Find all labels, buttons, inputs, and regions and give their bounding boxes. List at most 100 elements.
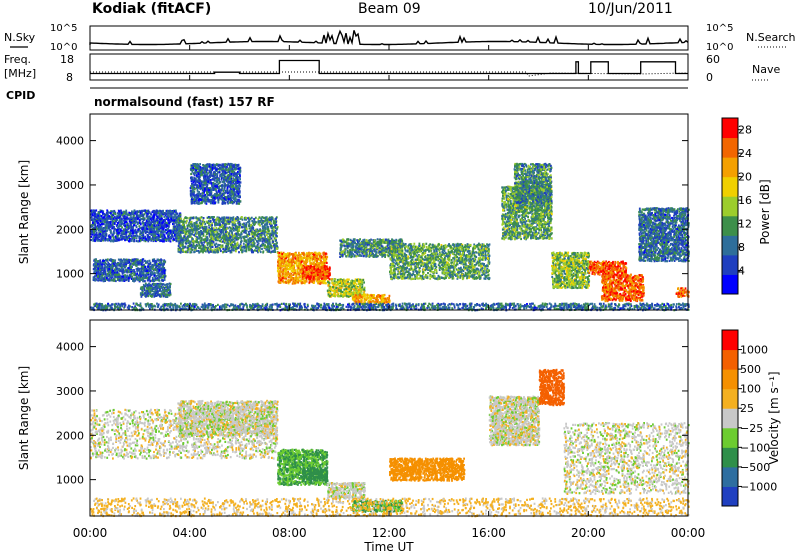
range-gate-cell <box>102 277 105 280</box>
range-gate-cell <box>128 258 130 262</box>
range-gate-cell <box>161 222 164 225</box>
range-gate-cell <box>142 270 145 274</box>
range-gate-cell <box>229 218 232 221</box>
range-gate-cell <box>120 276 123 279</box>
range-gate-cell <box>251 239 254 242</box>
range-gate-cell <box>225 228 227 232</box>
range-gate-cell <box>153 295 156 298</box>
range-gate-cell <box>237 222 239 225</box>
range-gate-cell <box>215 190 218 193</box>
range-gate-cell <box>146 237 149 240</box>
cpid-label: CPID <box>6 89 35 102</box>
range-gate-cell <box>141 237 143 240</box>
range-gate-cell <box>156 269 159 272</box>
range-gate-cell <box>244 240 247 243</box>
range-gate-cell <box>202 244 205 247</box>
range-gate-cell <box>211 227 213 230</box>
range-gate-cell <box>118 239 120 242</box>
range-gate-cell <box>208 222 210 225</box>
range-gate-cell <box>146 290 149 293</box>
range-gate-cell <box>135 267 138 270</box>
range-gate-cell <box>191 230 194 233</box>
range-gate-cell <box>91 233 94 236</box>
range-gate-cell <box>136 210 139 213</box>
range-gate-cell <box>93 236 95 239</box>
range-gate-cell <box>189 232 191 235</box>
range-gate-cell <box>117 267 120 270</box>
range-gate-cell <box>230 216 232 220</box>
range-gate-cell <box>160 290 163 293</box>
range-gate-cell <box>100 239 102 242</box>
range-gate-cell <box>175 212 178 215</box>
range-gate-cell <box>136 212 139 215</box>
range-gate-cell <box>98 261 100 264</box>
range-gate-cell <box>233 237 236 240</box>
range-gate-cell <box>242 229 245 232</box>
range-gate-cell <box>168 282 171 285</box>
range-gate-cell <box>161 224 164 227</box>
range-gate-cell <box>257 218 260 221</box>
range-gate-cell <box>160 216 163 219</box>
range-gate-cell <box>196 244 199 247</box>
range-gate-cell <box>213 230 216 233</box>
range-gate-cell <box>257 232 260 235</box>
range-gate-cell <box>169 213 171 216</box>
range-gate-cell <box>238 229 240 232</box>
range-gate-cell <box>209 223 212 226</box>
range-gate-cell <box>159 223 162 226</box>
range-gate-cell <box>221 244 224 247</box>
range-gate-cell <box>172 239 174 242</box>
range-gate-cell <box>151 227 153 231</box>
range-gate-cell <box>155 239 158 242</box>
range-gate-cell <box>202 248 205 251</box>
range-gate-cell <box>172 216 174 219</box>
range-gate-cell <box>194 229 197 232</box>
range-gate-cell <box>231 238 233 241</box>
range-gate-cell <box>211 245 214 249</box>
range-gate-cell <box>180 229 182 233</box>
range-gate-cell <box>183 235 186 238</box>
range-gate-cell <box>137 230 140 233</box>
range-gate-cell <box>112 262 115 265</box>
range-gate-cell <box>164 269 167 272</box>
range-gate-cell <box>167 230 169 233</box>
range-gate-cell <box>120 261 122 264</box>
range-gate-cell <box>206 232 209 235</box>
range-gate-cell <box>108 223 111 226</box>
range-gate-cell <box>220 217 222 220</box>
range-gate-cell <box>254 221 256 224</box>
range-gate-cell <box>107 213 109 216</box>
range-gate-cell <box>148 269 150 272</box>
range-gate-cell <box>116 278 119 281</box>
range-gate-cell <box>194 233 196 237</box>
range-gate-cell <box>129 273 132 276</box>
range-gate-cell <box>197 224 200 227</box>
range-gate-cell <box>249 245 251 248</box>
range-gate-cell <box>144 259 146 262</box>
range-gate-cell <box>212 227 215 230</box>
range-gate-cell <box>158 289 161 292</box>
range-gate-cell <box>158 239 161 243</box>
range-gate-cell <box>160 213 163 216</box>
range-gate-cell <box>218 219 220 223</box>
range-gate-cell <box>149 237 152 240</box>
range-gate-cell <box>203 220 206 223</box>
range-gate-cell <box>160 274 163 277</box>
range-gate-cell <box>119 269 121 273</box>
range-gate-cell <box>177 237 180 240</box>
range-gate-cell <box>156 284 159 287</box>
range-gate-cell <box>257 251 259 254</box>
range-gate-cell <box>206 168 209 171</box>
range-gate-cell <box>185 232 188 235</box>
range-gate-cell <box>131 275 133 278</box>
range-gate-cell <box>271 245 274 248</box>
range-gate-cell <box>231 231 233 234</box>
range-gate-cell <box>168 229 171 232</box>
range-gate-cell <box>190 216 193 219</box>
range-gate-cell <box>215 163 218 166</box>
range-gate-cell <box>211 249 213 252</box>
range-gate-cell <box>251 236 254 239</box>
range-gate-cell <box>172 228 175 231</box>
range-gate-cell <box>256 249 259 252</box>
range-gate-cell <box>109 272 112 275</box>
